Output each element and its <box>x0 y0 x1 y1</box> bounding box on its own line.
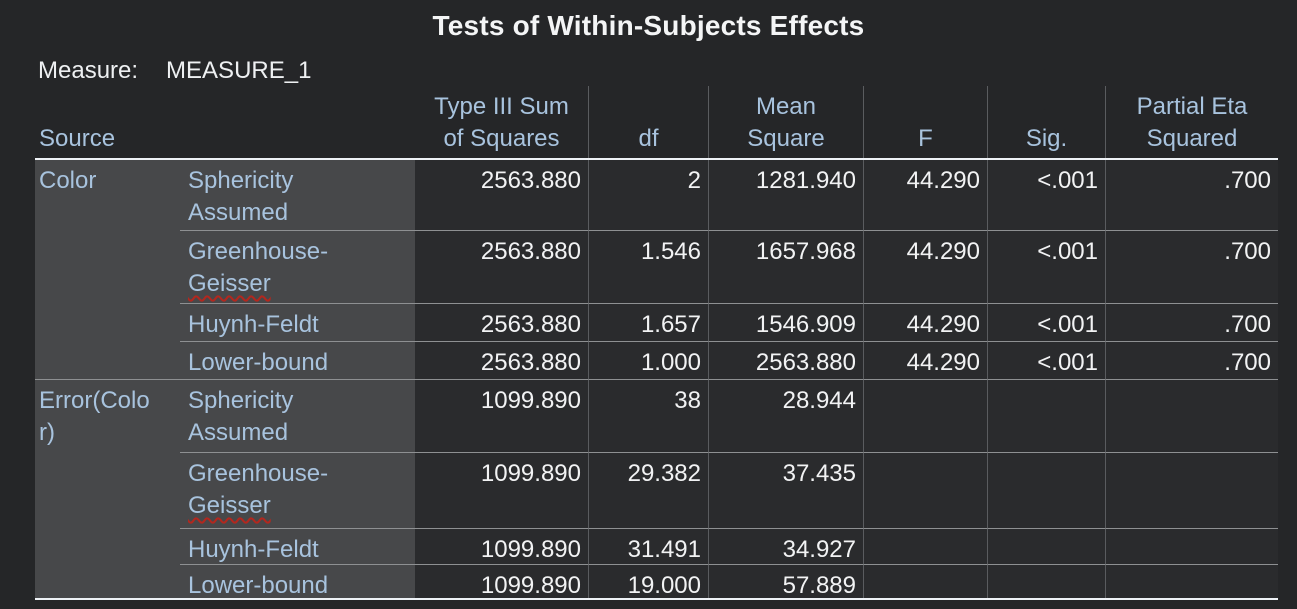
pes-value-cell: .700 <box>1105 341 1278 379</box>
table-row: Greenhouse- Geisser 2563.880 1.546 1657.968… <box>35 230 1278 303</box>
measure-value: MEASURE_1 <box>166 57 312 84</box>
correction-method-cell: Greenhouse- Geisser <box>180 230 415 303</box>
column-header-mean-square: Mean Square <box>708 86 863 158</box>
ms-value-cell: 28.944 <box>708 379 863 452</box>
ss-value-cell: 2563.880 <box>415 160 588 230</box>
pes-value-cell <box>1105 564 1278 598</box>
df-value-cell: 31.491 <box>588 528 708 564</box>
method-text: Greenhouse- <box>188 238 329 265</box>
ss-value-cell: 1099.890 <box>415 564 588 598</box>
source-cell <box>35 452 180 528</box>
table-body: Color Sphericity Assumed 2563.880 2 1281.940… <box>35 160 1278 598</box>
source-cell <box>35 341 180 379</box>
f-value-cell: 44.290 <box>863 160 987 230</box>
table-row: Lower-bound 2563.880 1.000 2563.880 44.290 <.… <box>35 341 1278 379</box>
table-row: Huynh-Feldt 1099.890 31.491 34.927 <box>35 528 1278 564</box>
table-title: Tests of Within-Subjects Effects <box>432 10 865 41</box>
measure-label: Measure: <box>38 57 139 84</box>
ms-value-cell: 1546.909 <box>708 303 863 341</box>
f-value-cell <box>863 564 987 598</box>
ms-value-cell: 57.889 <box>708 564 863 598</box>
pes-value-cell: .700 <box>1105 230 1278 303</box>
sig-value-cell: <.001 <box>987 230 1105 303</box>
f-value-cell <box>863 379 987 452</box>
source-cell <box>35 564 180 598</box>
sig-value-cell: <.001 <box>987 341 1105 379</box>
pes-value-cell <box>1105 379 1278 452</box>
sig-value-cell <box>987 452 1105 528</box>
ms-value-cell: 2563.880 <box>708 341 863 379</box>
sig-value-cell <box>987 379 1105 452</box>
table-row: Error(Colo r) Sphericity Assumed 1099.890 3… <box>35 379 1278 452</box>
within-subjects-effects-table: Source Type III Sum of Squares df Mean S… <box>35 86 1278 600</box>
f-value-cell: 44.290 <box>863 341 987 379</box>
correction-method-cell: Lower-bound <box>180 341 415 379</box>
method-text-spellcheck-underlined: Geisser <box>188 492 271 519</box>
df-value-cell: 38 <box>588 379 708 452</box>
sig-value-cell: <.001 <box>987 303 1105 341</box>
correction-method-cell: Greenhouse- Geisser <box>180 452 415 528</box>
table-header-row: Source Type III Sum of Squares df Mean S… <box>35 86 1278 160</box>
pes-value-cell <box>1105 528 1278 564</box>
method-text-spellcheck-underlined: Geisser <box>188 270 271 297</box>
table-row: Greenhouse- Geisser 1099.890 29.382 37.435 <box>35 452 1278 528</box>
measure-line: Measure: MEASURE_1 <box>38 57 311 85</box>
ms-value-cell: 34.927 <box>708 528 863 564</box>
ss-value-cell: 1099.890 <box>415 452 588 528</box>
df-value-cell: 2 <box>588 160 708 230</box>
f-value-cell <box>863 528 987 564</box>
df-value-cell: 29.382 <box>588 452 708 528</box>
source-cell <box>35 528 180 564</box>
f-value-cell <box>863 452 987 528</box>
pes-value-cell <box>1105 452 1278 528</box>
ss-value-cell: 1099.890 <box>415 528 588 564</box>
f-value-cell: 44.290 <box>863 303 987 341</box>
sig-value-cell: <.001 <box>987 160 1105 230</box>
column-header-source: Source <box>39 125 116 152</box>
ms-value-cell: 1657.968 <box>708 230 863 303</box>
correction-method-cell: Sphericity Assumed <box>180 160 415 230</box>
source-cell <box>35 303 180 341</box>
correction-method-cell: Sphericity Assumed <box>180 379 415 452</box>
ss-value-cell: 2563.880 <box>415 341 588 379</box>
column-header-df: df <box>588 86 708 158</box>
table-row: Huynh-Feldt 2563.880 1.657 1546.909 44.290 <.… <box>35 303 1278 341</box>
ss-value-cell: 2563.880 <box>415 230 588 303</box>
correction-method-cell: Lower-bound <box>180 564 415 598</box>
table-row: Lower-bound 1099.890 19.000 57.889 <box>35 564 1278 598</box>
pes-value-cell: .700 <box>1105 160 1278 230</box>
ms-value-cell: 37.435 <box>708 452 863 528</box>
column-header-sig: Sig. <box>987 86 1105 158</box>
source-cell: Error(Colo r) <box>35 379 180 452</box>
ss-value-cell: 1099.890 <box>415 379 588 452</box>
method-text: Greenhouse- <box>188 460 329 487</box>
ss-value-cell: 2563.880 <box>415 303 588 341</box>
sig-value-cell <box>987 564 1105 598</box>
correction-method-cell: Huynh-Feldt <box>180 528 415 564</box>
df-value-cell: 1.657 <box>588 303 708 341</box>
column-header-partial-eta-squared: Partial Eta Squared <box>1105 86 1278 158</box>
df-value-cell: 1.000 <box>588 341 708 379</box>
column-header-f: F <box>863 86 987 158</box>
df-value-cell: 1.546 <box>588 230 708 303</box>
sig-value-cell <box>987 528 1105 564</box>
f-value-cell: 44.290 <box>863 230 987 303</box>
table-row: Color Sphericity Assumed 2563.880 2 1281.940… <box>35 160 1278 230</box>
ms-value-cell: 1281.940 <box>708 160 863 230</box>
column-header-type-iii-sum-of-squares: Type III Sum of Squares <box>434 93 569 152</box>
source-cell: Color <box>35 160 180 230</box>
df-value-cell: 19.000 <box>588 564 708 598</box>
pes-value-cell: .700 <box>1105 303 1278 341</box>
correction-method-cell: Huynh-Feldt <box>180 303 415 341</box>
source-cell <box>35 230 180 303</box>
